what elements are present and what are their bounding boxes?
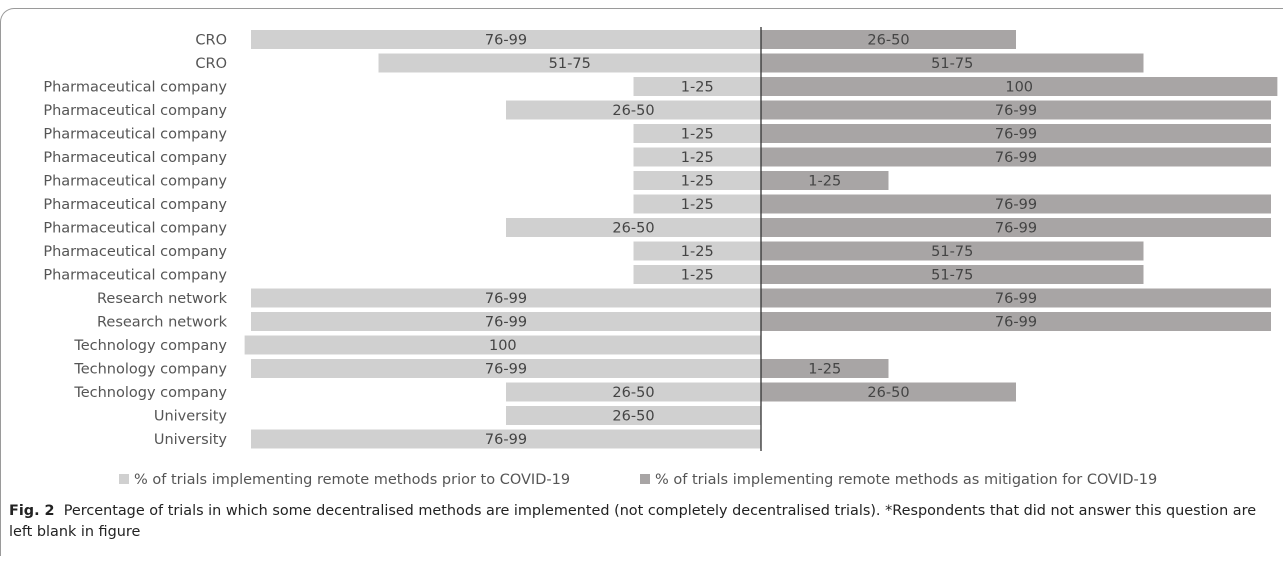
bar-prior: [633, 171, 761, 190]
bar-label-prior: 1-25: [681, 80, 714, 96]
bar-prior: [251, 312, 761, 331]
bar-prior: [506, 100, 761, 120]
bar-prior: [633, 194, 761, 214]
bar-prior: [633, 124, 761, 143]
legend-swatch-mitigation: [640, 474, 650, 484]
bar-mitigation: [761, 241, 1144, 261]
mitigation-covid-bars: [761, 30, 1278, 402]
bar-prior: [633, 241, 761, 261]
bar-mitigation: [761, 359, 889, 378]
category-label: Research network: [97, 291, 228, 307]
bar-mitigation: [761, 77, 1278, 96]
category-label: University: [154, 432, 228, 448]
figure-caption: Fig. 2 Percentage of trials in which som…: [9, 501, 1279, 543]
bar-label-mitigation: 76-99: [995, 127, 1037, 143]
bar-label-prior: 1-25: [681, 174, 714, 190]
bar-label-prior: 26-50: [612, 103, 654, 119]
bar-mitigation: [761, 171, 889, 190]
bar-prior: [506, 382, 761, 402]
category-label: Pharmaceutical company: [43, 103, 227, 119]
category-label: Pharmaceutical company: [43, 80, 227, 96]
bar-prior: [378, 53, 761, 73]
bar-label-prior: 1-25: [681, 127, 714, 143]
bar-mitigation: [761, 312, 1271, 331]
figure-frame: [0, 8, 1283, 556]
bar-prior: [251, 429, 761, 449]
bar-mitigation: [761, 382, 1016, 402]
bar-label-mitigation: 1-25: [808, 362, 841, 378]
legend: % of trials implementing remote methods …: [119, 472, 1157, 488]
bar-prior: [633, 147, 761, 167]
bar-label-prior: 76-99: [485, 432, 527, 448]
bar-prior: [633, 77, 761, 96]
bar-prior: [506, 218, 761, 237]
bar-label-prior: 26-50: [612, 409, 654, 425]
category-label: Technology company: [73, 338, 227, 354]
bar-mitigation: [761, 30, 1016, 49]
bar-mitigation: [761, 265, 1144, 284]
legend-label-mitigation: % of trials implementing remote methods …: [655, 472, 1157, 488]
bar-mitigation: [761, 288, 1271, 308]
category-label: Technology company: [73, 385, 227, 401]
bar-prior: [506, 406, 761, 425]
bar-label-prior: 1-25: [681, 244, 714, 260]
bar-label-mitigation: 51-75: [931, 56, 973, 72]
bar-label-mitigation: 76-99: [995, 103, 1037, 119]
bar-label-prior: 76-99: [485, 33, 527, 49]
bar-label-prior: 1-25: [681, 197, 714, 213]
category-label: Pharmaceutical company: [43, 244, 227, 260]
bar-label-prior: 1-25: [681, 150, 714, 166]
bar-prior: [251, 288, 761, 308]
category-labels: CRO CRO Pharmaceutical company Pharmaceutic…: [43, 33, 227, 449]
bar-mitigation: [761, 100, 1271, 120]
bar-prior: [251, 30, 761, 49]
category-label: Pharmaceutical company: [43, 268, 227, 284]
bar-label-prior: 76-99: [485, 291, 527, 307]
bar-label-prior: 76-99: [485, 362, 527, 378]
bar-label-mitigation: 26-50: [867, 33, 909, 49]
bar-label-prior: 100: [489, 338, 517, 354]
legend-label-prior: % of trials implementing remote methods …: [134, 472, 570, 488]
category-label: CRO: [195, 56, 227, 72]
bar-mitigation: [761, 147, 1271, 167]
bar-label-prior: 51-75: [549, 56, 591, 72]
bar-prior: [244, 335, 761, 355]
category-label: CRO: [195, 33, 227, 49]
bar-label-prior: 26-50: [612, 385, 654, 401]
bar-label-mitigation: 76-99: [995, 150, 1037, 166]
bar-label-mitigation: 1-25: [808, 174, 841, 190]
category-label: Research network: [97, 315, 228, 331]
bar-label-mitigation: 76-99: [995, 197, 1037, 213]
bar-prior: [251, 359, 761, 378]
bar-label-prior: 76-99: [485, 315, 527, 331]
legend-swatch-prior: [119, 474, 129, 484]
bar-label-mitigation: 100: [1005, 80, 1033, 96]
diverging-bar-chart: CRO CRO Pharmaceutical company Pharmaceutic…: [43, 27, 1278, 488]
caption-label: Fig. 2: [9, 503, 55, 519]
category-label: Pharmaceutical company: [43, 174, 227, 190]
category-label: University: [154, 409, 228, 425]
bar-label-mitigation: 76-99: [995, 221, 1037, 237]
bar-label-prior: 1-25: [681, 268, 714, 284]
category-label: Pharmaceutical company: [43, 197, 227, 213]
bar-label-mitigation: 51-75: [931, 268, 973, 284]
bar-label-prior: 26-50: [612, 221, 654, 237]
bar-prior: [633, 265, 761, 284]
bar-label-mitigation: 51-75: [931, 244, 973, 260]
caption-text: Percentage of trials in which some decen…: [9, 503, 1257, 540]
bar-label-mitigation: 76-99: [995, 315, 1037, 331]
category-label: Pharmaceutical company: [43, 127, 227, 143]
category-label: Pharmaceutical company: [43, 221, 227, 237]
bar-mitigation: [761, 194, 1271, 214]
bar-mitigation: [761, 218, 1271, 237]
prior-covid-bars: [244, 30, 761, 449]
category-label: Pharmaceutical company: [43, 150, 227, 166]
bar-mitigation: [761, 53, 1144, 73]
bar-mitigation: [761, 124, 1271, 143]
category-label: Technology company: [73, 362, 227, 378]
bar-label-mitigation: 76-99: [995, 291, 1037, 307]
bar-value-labels: 76-99 26-50 51-75 51-75 1-25 100 26-50 76-99 1-2…: [485, 33, 1037, 449]
bar-label-mitigation: 26-50: [867, 385, 909, 401]
